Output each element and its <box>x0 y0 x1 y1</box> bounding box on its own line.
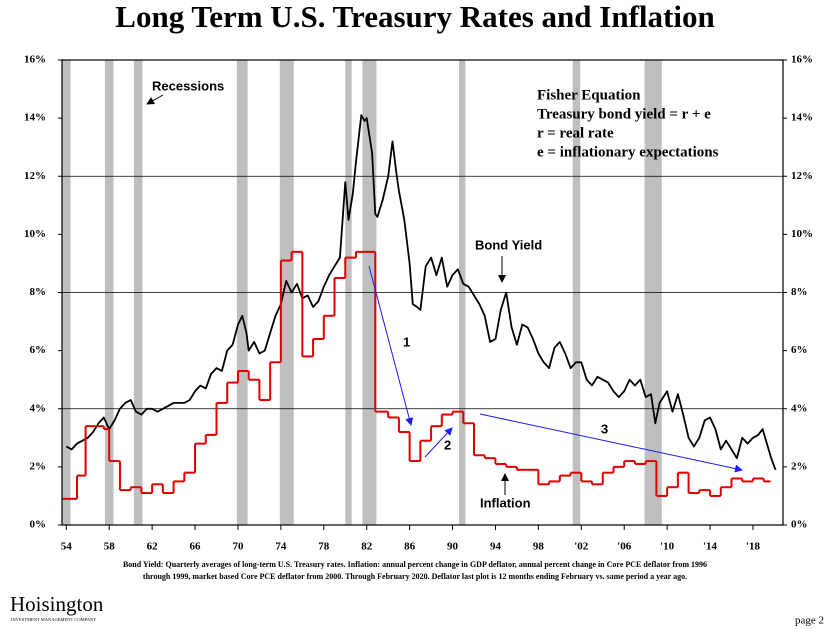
arrow-label: 3 <box>601 421 608 436</box>
logo-tagline: INVESTMENT MANAGEMENT COMPANY <box>11 617 97 622</box>
x-tick-label: 82 <box>361 541 373 553</box>
bond-yield-line <box>65 114 777 471</box>
y-tick-label: 16% <box>24 54 46 66</box>
footnote: Bond Yield: Quarterly averages of long-t… <box>123 560 707 569</box>
fisher-text: Fisher Equation <box>537 87 641 103</box>
x-tick-label: 74 <box>275 541 287 553</box>
x-tick-label: '14 <box>703 541 718 553</box>
series-label: Bond Yield <box>475 237 542 252</box>
y-tick-label: 6% <box>30 344 47 356</box>
x-tick-label: '02 <box>574 541 589 553</box>
x-tick-label: 66 <box>190 541 202 553</box>
y-tick-label: 0% <box>30 519 47 531</box>
y-tick-label: 8% <box>30 286 47 298</box>
x-tick-label: 70 <box>232 541 244 553</box>
x-tick-label: 54 <box>61 541 73 553</box>
fisher-text: r = real rate <box>537 125 614 141</box>
y2-tick-label: 2% <box>791 460 808 472</box>
x-tick-label: 62 <box>147 541 159 553</box>
y-tick-label: 12% <box>24 170 46 182</box>
plot-area: 0% 0%2% 2%4% 4%6% 6%8% 8%10% 10%12% 12%14% 14%16… <box>24 54 813 553</box>
y-tick-label: 2% <box>30 460 47 472</box>
arrow-label: 1 <box>403 334 410 349</box>
x-tick-label: 90 <box>447 541 459 553</box>
y2-tick-label: 14% <box>791 112 813 124</box>
fisher-text: Treasury bond yield = r + e <box>537 106 711 122</box>
series-label: Inflation <box>480 495 531 510</box>
trend-arrow <box>368 265 414 426</box>
x-tick-label: 78 <box>318 541 330 553</box>
plot-frame <box>61 59 784 526</box>
y-tick-label: 14% <box>24 112 46 124</box>
page-number: page 2 <box>795 615 824 627</box>
y2-tick-label: 16% <box>791 54 813 66</box>
x-tick-label: 94 <box>490 541 502 553</box>
annotation-arrow <box>146 94 164 105</box>
x-tick-label: 98 <box>533 541 545 553</box>
chart-title: Long Term U.S. Treasury Rates and Inflat… <box>115 0 714 34</box>
arrow-label: 2 <box>444 437 451 452</box>
footnote: through 1999, market based Core PCE defl… <box>143 572 687 581</box>
y2-tick-label: 4% <box>791 402 808 414</box>
y-tick-label: 10% <box>24 228 46 240</box>
x-tick-label: 58 <box>104 541 116 553</box>
y2-tick-label: 10% <box>791 228 813 240</box>
y2-tick-label: 12% <box>791 170 813 182</box>
logo: Hoisington <box>10 592 104 616</box>
x-tick-label: 86 <box>404 541 416 553</box>
y2-tick-label: 6% <box>791 344 808 356</box>
x-tick-label: '06 <box>617 541 632 553</box>
x-tick-label: '18 <box>746 541 761 553</box>
y-tick-label: 4% <box>30 402 47 414</box>
trend-arrow <box>424 427 453 458</box>
y2-tick-label: 8% <box>791 286 808 298</box>
recession-label: Recessions <box>152 78 224 93</box>
trend-arrow <box>479 413 743 473</box>
x-tick-label: '10 <box>660 541 675 553</box>
fisher-text: e = inflationary expectations <box>537 144 719 160</box>
y2-tick-label: 0% <box>791 519 808 531</box>
